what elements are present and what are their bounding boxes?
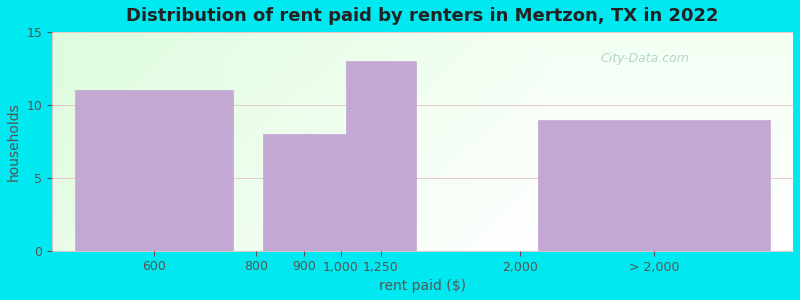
Bar <box>300 134 350 251</box>
Title: Distribution of rent paid by renters in Mertzon, TX in 2022: Distribution of rent paid by renters in … <box>126 7 719 25</box>
Bar <box>346 61 416 251</box>
Bar <box>75 90 233 251</box>
Y-axis label: households: households <box>7 102 21 181</box>
X-axis label: rent paid ($): rent paid ($) <box>379 279 466 293</box>
Text: City-Data.com: City-Data.com <box>601 52 690 65</box>
Bar <box>538 119 770 251</box>
Bar <box>263 134 314 251</box>
